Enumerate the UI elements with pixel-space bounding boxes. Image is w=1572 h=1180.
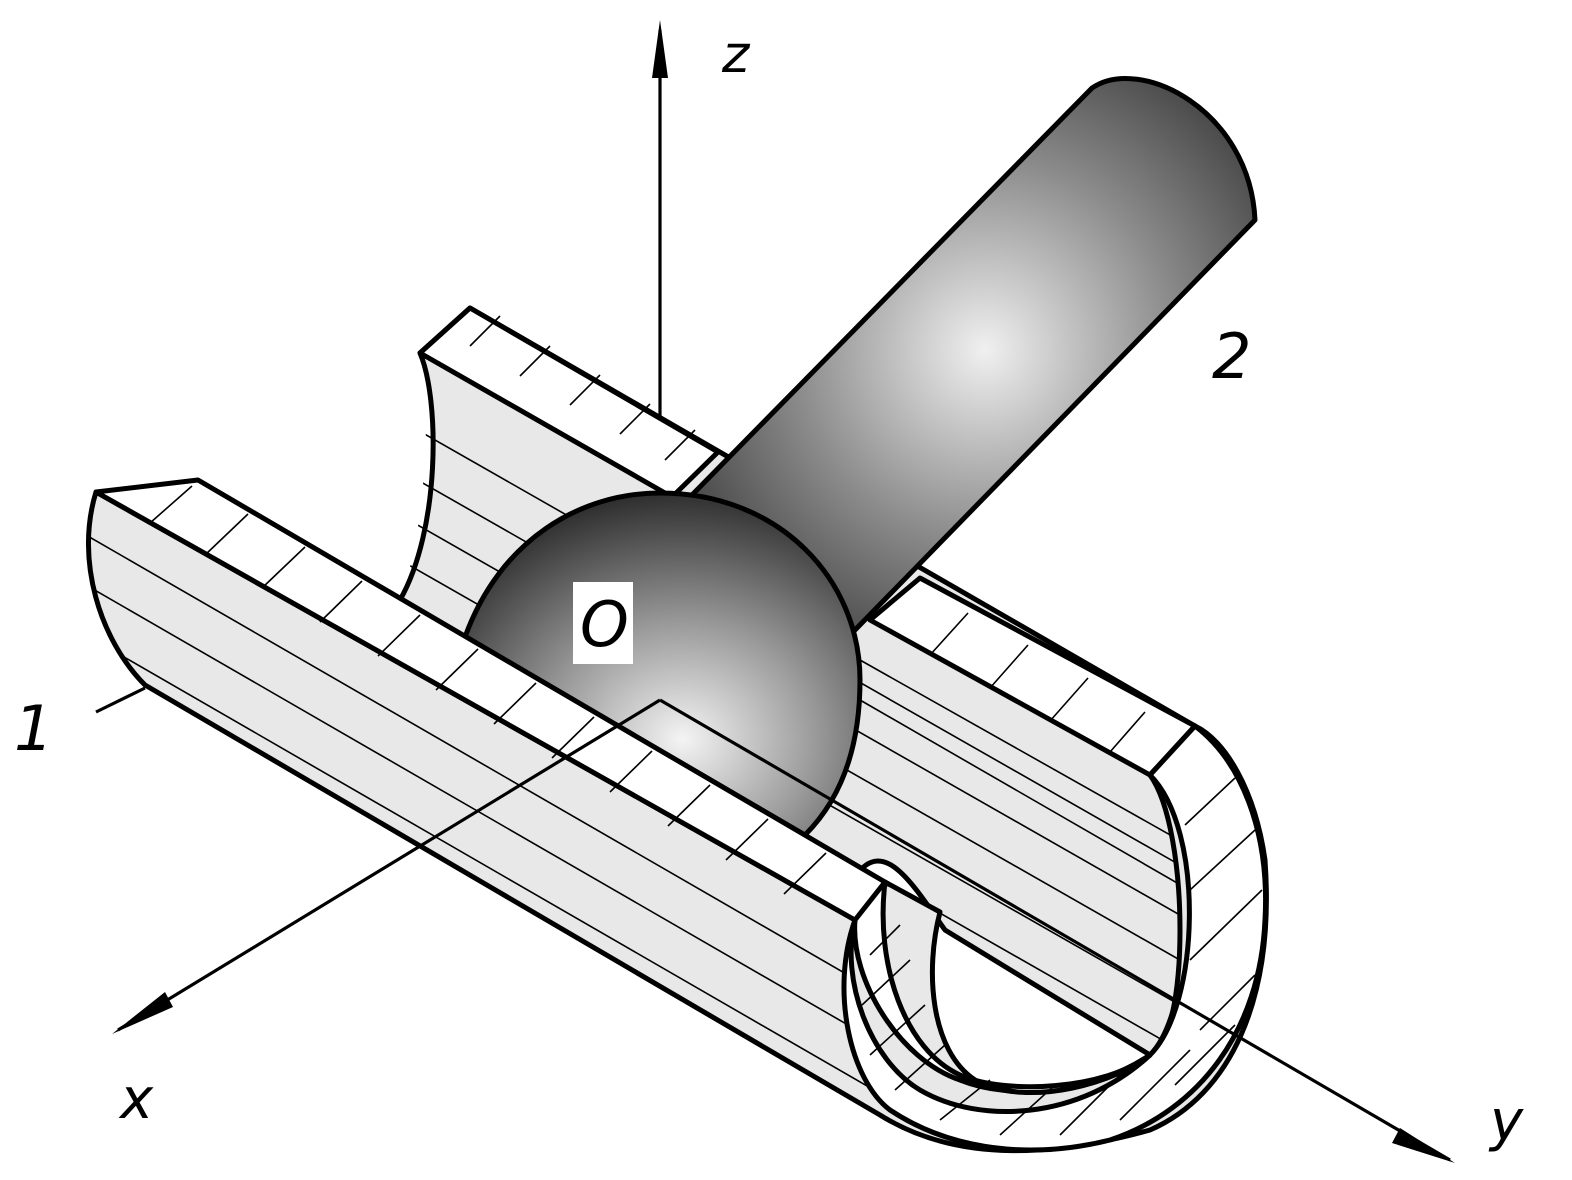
z-axis-label: z xyxy=(721,25,751,85)
part-2-label: 2 xyxy=(1212,320,1251,393)
rod-part-2 xyxy=(687,76,1258,633)
x-axis xyxy=(112,698,661,1034)
z-axis-arrowhead xyxy=(652,20,668,78)
origin-label: O xyxy=(580,588,629,661)
end-section-hatching xyxy=(861,777,1263,1136)
y-axis xyxy=(659,698,1455,1163)
part-1-leader xyxy=(95,686,146,714)
front-shell-hatching xyxy=(149,485,827,895)
ball-head xyxy=(462,490,863,838)
back-wall-hatching-right xyxy=(929,612,1146,753)
y-axis-arrowhead xyxy=(1392,1128,1455,1163)
socket-front-shell xyxy=(86,477,1269,1154)
back-wall-hatching xyxy=(469,315,696,461)
origin-label-bg xyxy=(573,582,633,664)
outer-surface-lines xyxy=(88,519,881,1106)
x-axis-label: x xyxy=(118,1067,154,1132)
end-cross-section xyxy=(841,723,1269,1153)
y-axis-label: y xyxy=(1488,1089,1524,1154)
part-1-label: 1 xyxy=(14,692,53,765)
x-axis-arrowhead xyxy=(112,992,173,1034)
back-wall-cut-face xyxy=(417,305,721,500)
